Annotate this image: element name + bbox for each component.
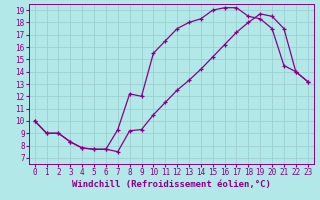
X-axis label: Windchill (Refroidissement éolien,°C): Windchill (Refroidissement éolien,°C): [72, 180, 271, 189]
